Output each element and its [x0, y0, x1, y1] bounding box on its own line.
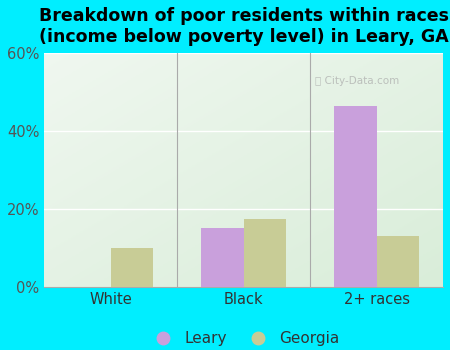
- Text: ⓘ City-Data.com: ⓘ City-Data.com: [315, 76, 400, 86]
- Bar: [201, 229, 244, 287]
- Title: Breakdown of poor residents within races
(income below poverty level) in Leary, : Breakdown of poor residents within races…: [39, 7, 449, 46]
- Bar: [377, 236, 419, 287]
- Bar: [334, 106, 377, 287]
- Bar: [244, 219, 286, 287]
- Legend: Leary, Georgia: Leary, Georgia: [142, 325, 346, 350]
- Bar: [111, 248, 153, 287]
